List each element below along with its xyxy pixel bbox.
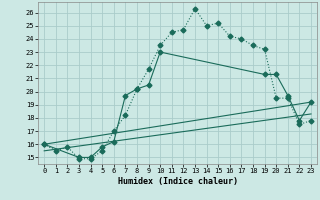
X-axis label: Humidex (Indice chaleur): Humidex (Indice chaleur) (118, 177, 238, 186)
